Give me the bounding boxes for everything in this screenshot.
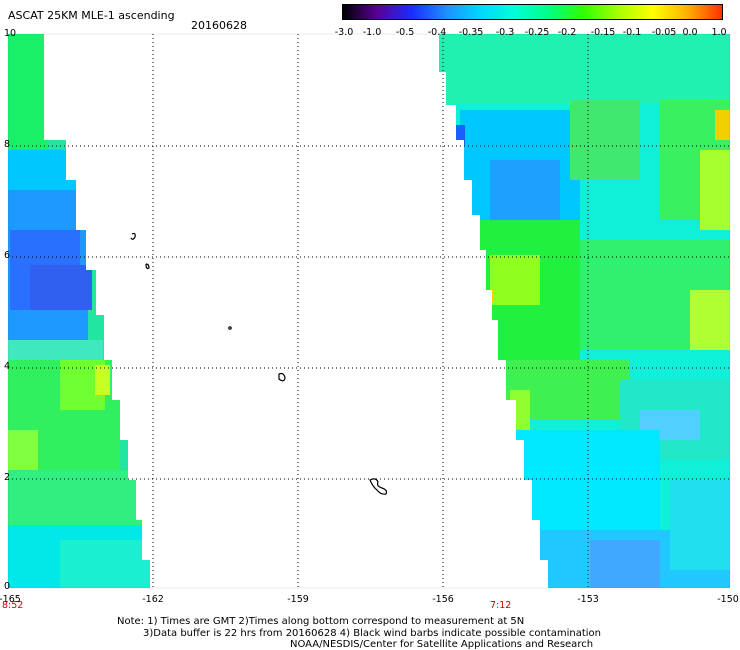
graticule — [8, 34, 730, 588]
colorbar-label: 1.0 — [711, 27, 727, 38]
chart-title: ASCAT 25KM MLE-1 ascending — [8, 9, 175, 22]
island-outlines — [130, 232, 388, 495]
pass-time-right: 7:12 — [490, 600, 512, 611]
colorbar-label: -0.1 — [622, 27, 642, 38]
colorbar-gradient — [343, 5, 722, 19]
note-line-2: 3)Data buffer is 22 hrs from 20160628 4)… — [143, 628, 601, 639]
x-tick-label: -153 — [577, 594, 599, 605]
x-tick-label: -162 — [142, 594, 164, 605]
x-tick-label: -150 — [717, 594, 739, 605]
x-tick-label: -156 — [432, 594, 454, 605]
y-tick-label: 4 — [4, 361, 11, 372]
colorbar-label: -0.5 — [395, 27, 415, 38]
pass-time-left: 8:52 — [2, 600, 24, 611]
y-tick-label: 8 — [4, 139, 11, 150]
colorbar-label: -0.4 — [427, 27, 447, 38]
y-tick-label: 2 — [4, 472, 11, 483]
note-line-1: Note: 1) Times are GMT 2)Times along bot… — [117, 616, 525, 627]
left-swath — [8, 34, 150, 588]
colorbar-label: 0.0 — [682, 27, 698, 38]
colorbar — [342, 4, 723, 20]
colorbar-label: -0.3 — [495, 27, 515, 38]
colorbar-label: -1.0 — [362, 27, 382, 38]
chart-date: 20160628 — [191, 19, 247, 32]
colorbar-label: -0.2 — [557, 27, 577, 38]
colorbar-label: -0.05 — [651, 27, 677, 38]
right-swath — [439, 34, 730, 588]
colorbar-label: -3.0 — [334, 27, 354, 38]
map-frame — [7, 33, 731, 589]
note-line-3: NOAA/NESDIS/Center for Satellite Applica… — [290, 639, 594, 650]
y-tick-label: 10 — [4, 28, 17, 39]
x-tick-label: -159 — [287, 594, 309, 605]
x-tick-label: -165 — [0, 594, 21, 605]
y-tick-label: 6 — [4, 250, 11, 261]
colorbar-label: -0.15 — [590, 27, 616, 38]
y-tick-label: 0 — [4, 581, 11, 592]
colorbar-label: -0.35 — [458, 27, 484, 38]
colorbar-label: -0.25 — [524, 27, 550, 38]
